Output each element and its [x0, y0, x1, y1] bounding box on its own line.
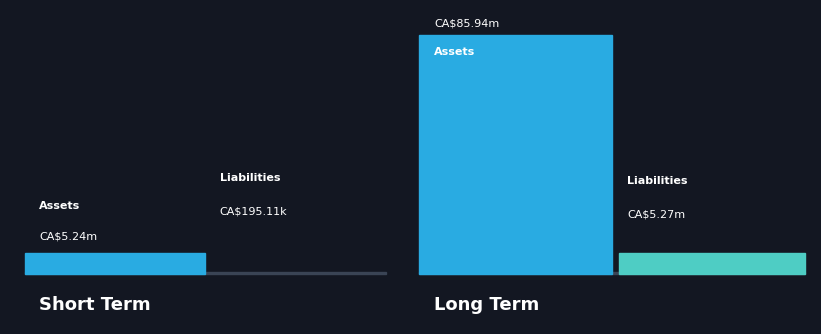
Bar [25, 253, 205, 274]
Text: Liabilities: Liabilities [220, 173, 280, 183]
Bar [25, 272, 386, 274]
Text: CA$195.11k: CA$195.11k [220, 207, 287, 217]
Text: CA$5.27m: CA$5.27m [627, 210, 686, 220]
Text: Liabilities: Liabilities [627, 176, 687, 186]
Bar [419, 272, 805, 274]
Bar [419, 35, 612, 274]
Text: Long Term: Long Term [434, 296, 539, 314]
Text: Assets: Assets [39, 200, 80, 210]
Text: Short Term: Short Term [39, 296, 151, 314]
Text: CA$5.24m: CA$5.24m [39, 231, 97, 241]
Bar [619, 253, 805, 274]
Text: CA$85.94m: CA$85.94m [434, 18, 499, 28]
Text: Assets: Assets [434, 47, 475, 57]
